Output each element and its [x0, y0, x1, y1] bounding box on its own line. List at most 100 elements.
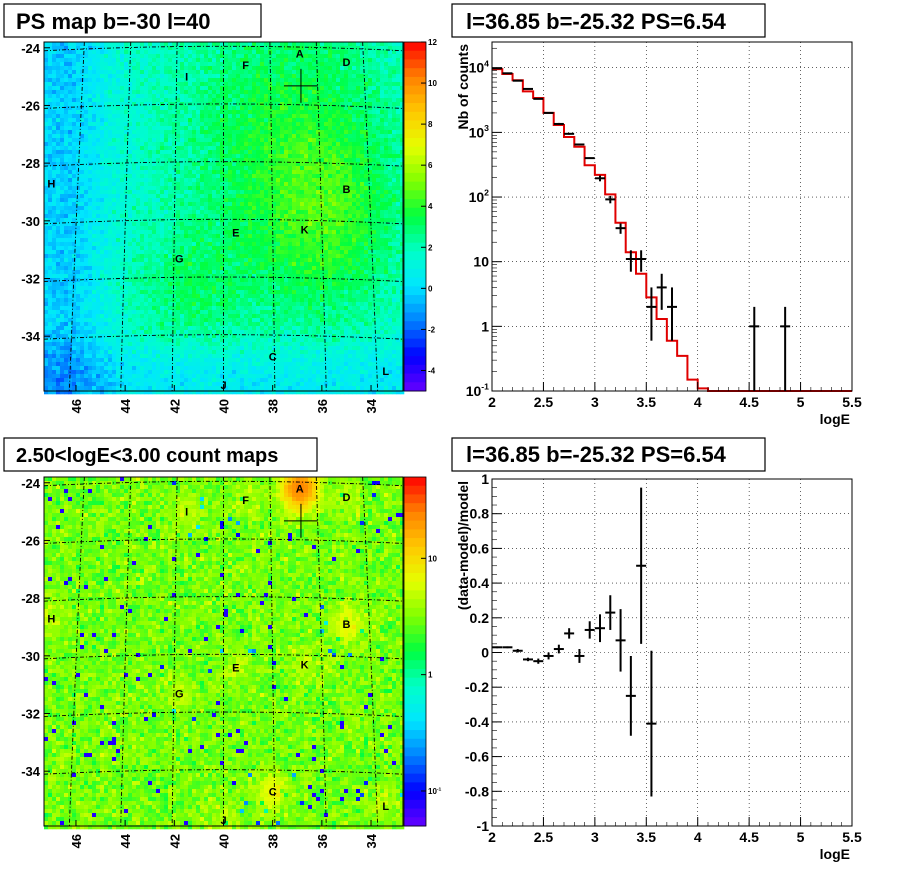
map-cell — [364, 230, 369, 235]
map-cell — [336, 118, 341, 123]
map-cell — [168, 118, 173, 123]
map-cell — [96, 158, 101, 163]
map-cell — [44, 166, 49, 171]
map-cell — [356, 78, 361, 83]
map-cell — [132, 146, 137, 151]
map-cell — [272, 214, 277, 219]
map-cell — [244, 118, 249, 123]
map-cell — [236, 130, 241, 135]
map-cell — [132, 126, 137, 131]
map-cell — [356, 254, 361, 259]
map-cell — [220, 170, 225, 175]
map-cell — [56, 54, 61, 59]
map-cell — [388, 174, 393, 179]
map-cell — [364, 174, 369, 179]
map-cell — [100, 246, 105, 251]
map-cell — [88, 154, 93, 159]
map-cell — [172, 130, 177, 135]
map-cell — [308, 178, 313, 183]
map-cell — [176, 182, 181, 187]
map-cell — [172, 106, 177, 111]
map-cell — [124, 238, 129, 243]
map-cell — [296, 194, 301, 199]
map-cell — [348, 70, 353, 75]
map-cell — [120, 62, 125, 67]
map-cell — [192, 162, 197, 167]
map-cell — [356, 134, 361, 139]
map-cell — [360, 146, 365, 151]
map-cell — [392, 142, 397, 147]
map-cell — [204, 134, 209, 139]
map-cell — [116, 190, 121, 195]
map-cell — [352, 62, 357, 67]
map-cell — [160, 146, 165, 151]
map-cell — [312, 222, 317, 227]
map-cell — [252, 138, 257, 143]
map-cell — [204, 62, 209, 67]
map-cell — [376, 158, 381, 163]
map-cell — [372, 246, 377, 251]
map-cell — [304, 90, 309, 95]
map-cell — [248, 174, 253, 179]
map-cell — [132, 254, 137, 259]
map-cell — [208, 94, 213, 99]
map-cell — [132, 250, 137, 255]
map-cell — [144, 94, 149, 99]
map-cell — [176, 242, 181, 247]
map-cell — [108, 74, 113, 79]
map-cell — [112, 130, 117, 135]
map-cell — [140, 146, 145, 151]
map-cell — [88, 50, 93, 55]
map-cell — [172, 70, 177, 75]
map-cell — [396, 54, 401, 59]
map-cell — [68, 46, 73, 51]
map-cell — [320, 242, 325, 247]
map-cell — [276, 46, 281, 51]
map-cell — [320, 86, 325, 91]
map-cell — [144, 262, 149, 267]
map-cell — [180, 210, 185, 215]
map-cell — [272, 54, 277, 59]
map-cell — [292, 158, 297, 163]
map-cell — [272, 158, 277, 163]
map-cell — [80, 166, 85, 171]
map-cell — [96, 102, 101, 107]
map-cell — [48, 66, 53, 71]
map-cell — [132, 74, 137, 79]
map-cell — [200, 90, 205, 95]
map-cell — [84, 166, 89, 171]
map-cell — [60, 86, 65, 91]
map-cell — [136, 50, 141, 55]
map-cell — [132, 230, 137, 235]
map-cell — [388, 122, 393, 127]
map-cell — [164, 110, 169, 115]
map-cell — [176, 78, 181, 83]
map-cell — [216, 178, 221, 183]
map-cell — [176, 114, 181, 119]
map-cell — [112, 118, 117, 123]
map-cell — [80, 154, 85, 159]
map-cell — [400, 166, 405, 171]
map-cell — [292, 110, 297, 115]
map-cell — [120, 54, 125, 59]
map-cell — [192, 222, 197, 227]
map-cell — [384, 206, 389, 211]
map-cell — [48, 222, 53, 227]
map-cell — [320, 78, 325, 83]
map-cell — [316, 218, 321, 223]
map-cell — [52, 250, 57, 255]
map-cell — [116, 178, 121, 183]
map-cell — [332, 226, 337, 231]
map-cell — [120, 206, 125, 211]
map-cell — [308, 74, 313, 79]
map-cell — [308, 146, 313, 151]
map-cell — [176, 222, 181, 227]
map-cell — [92, 138, 97, 143]
map-cell — [272, 138, 277, 143]
map-cell — [232, 154, 237, 159]
map-cell — [220, 238, 225, 243]
map-cell — [112, 250, 117, 255]
map-cell — [168, 262, 173, 267]
map-cell — [236, 222, 241, 227]
map-cell — [280, 134, 285, 139]
